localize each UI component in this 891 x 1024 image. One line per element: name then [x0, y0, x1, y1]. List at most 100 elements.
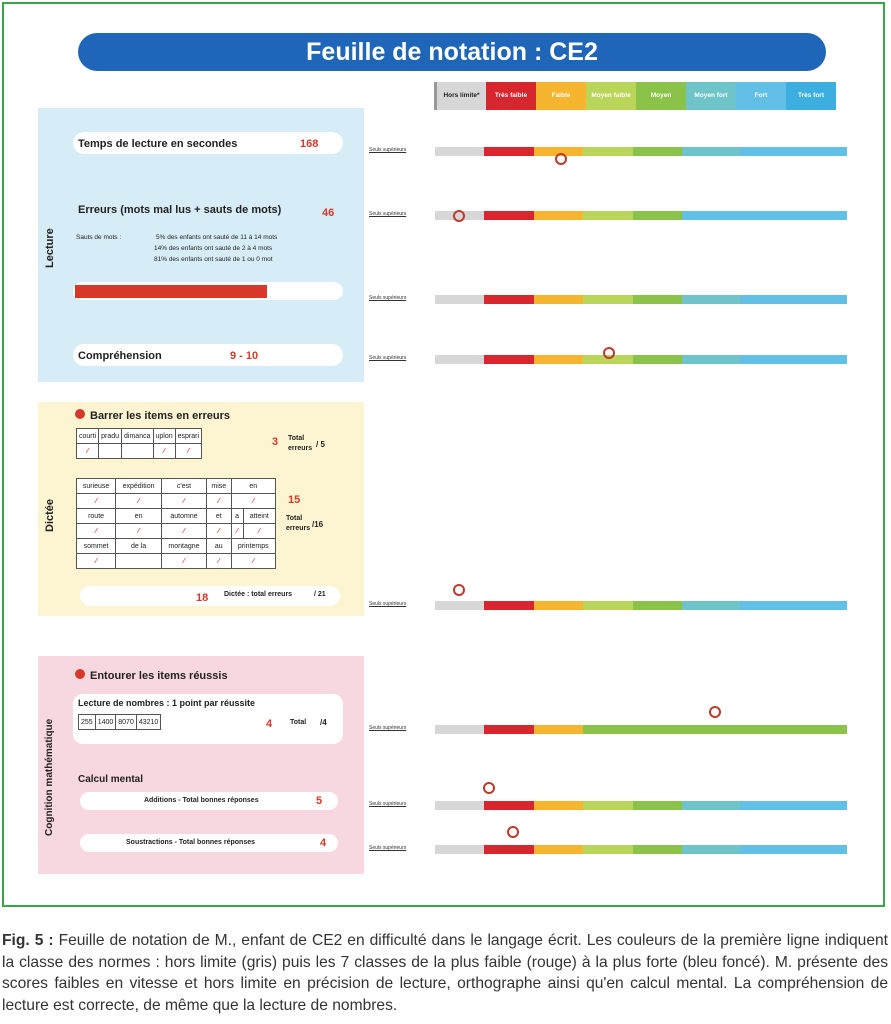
- page-title: Feuille de notation : CE2: [78, 33, 826, 71]
- strike-mark-icon: ⁄: [115, 493, 163, 509]
- empty-cell: [115, 553, 163, 569]
- nombres-total-label: Total: [290, 719, 307, 726]
- number-cell[interactable]: 8070: [115, 714, 137, 730]
- scale-label: Seuls supérieurs: [369, 211, 407, 217]
- word-cell[interactable]: c'est: [161, 478, 207, 494]
- word-cell[interactable]: surieuse: [75, 478, 117, 494]
- strike-mark-icon: ⁄: [115, 523, 163, 539]
- number-cell[interactable]: 255: [78, 714, 96, 730]
- dictee-total-value: 18: [196, 592, 209, 604]
- lecture-nombres-label: Lecture de nombres : 1 point par réussit…: [78, 698, 256, 708]
- word-cell[interactable]: atteint: [242, 508, 277, 524]
- dictee-panel: Dictée Barrer les items en erreurs court…: [38, 402, 364, 616]
- sauts-line-3: 81% des enfants ont sauté de 1 ou 0 mot: [154, 256, 273, 263]
- entourer-label: Entourer les items réussis: [90, 670, 228, 682]
- legend-moyen-faible: Moyen faible: [586, 82, 636, 110]
- nombres-grid: 255 1400 8070 43210: [78, 714, 162, 730]
- word-cell[interactable]: a: [230, 508, 244, 524]
- scale-label: Seuls supérieurs: [369, 725, 407, 731]
- dictee-section-label: Dictée: [44, 498, 56, 532]
- word-cell[interactable]: en: [230, 478, 277, 494]
- scale-label: Seuls supérieurs: [369, 355, 407, 361]
- word-cell[interactable]: mise: [205, 478, 232, 494]
- legend-hors-limite: Hors limite*: [434, 82, 486, 110]
- word-cell[interactable]: printemps: [230, 538, 277, 554]
- sauts-title: Sauts de mots :: [76, 234, 122, 241]
- empty-cell: [121, 443, 154, 459]
- barrer-bullet-icon: [75, 409, 85, 419]
- scale-bar: [435, 211, 847, 220]
- scale-row-additions: Seuls supérieurs: [369, 782, 847, 818]
- word-cell[interactable]: pradu: [98, 428, 123, 444]
- scale-row-erreurs: Seuls supérieurs: [369, 198, 847, 228]
- strike-mark-icon: ⁄: [161, 493, 207, 509]
- comprehension-pill: [73, 344, 343, 366]
- strike-mark-icon: ⁄: [205, 493, 232, 509]
- additions-pill: [80, 792, 338, 810]
- entourer-bullet-icon: [75, 669, 85, 679]
- scale-label: Seuls supérieurs: [369, 295, 407, 301]
- scale-label: Seuls supérieurs: [369, 601, 407, 607]
- scale-bar: [435, 845, 847, 854]
- strike-mark-icon: ⁄: [75, 493, 117, 509]
- word-cell[interactable]: expédition: [115, 478, 163, 494]
- strike-mark-icon: ⁄: [75, 443, 100, 459]
- number-cell[interactable]: 1400: [94, 714, 117, 730]
- legend-moyen-fort: Moyen fort: [686, 82, 736, 110]
- comprehension-value: 9 - 10: [230, 350, 259, 362]
- word-cell[interactable]: automne: [161, 508, 207, 524]
- sauts-line-1: 5% des enfants ont sauté de 11 à 14 mots: [156, 234, 278, 241]
- strike-mark-icon: ⁄: [75, 523, 117, 539]
- dictee-row1-grid: courti pradu dimanca uplon esprari ⁄ ⁄ ⁄: [75, 428, 203, 459]
- score-marker-icon: [507, 826, 519, 838]
- scale-row-dictee: Seuls supérieurs: [369, 584, 847, 618]
- scale-row-nombres: Seuls supérieurs: [369, 706, 847, 742]
- row1-total-value: 3: [272, 436, 279, 448]
- strike-mark-icon: ⁄: [174, 443, 203, 459]
- score-marker-icon: [483, 782, 495, 794]
- word-cell[interactable]: montagne: [161, 538, 207, 554]
- nombres-total-max: /4: [320, 718, 327, 727]
- score-marker-icon: [453, 210, 465, 222]
- strike-mark-icon: ⁄: [242, 523, 277, 539]
- legend-tres-fort: Très fort: [786, 82, 836, 110]
- scale-label: Seuls supérieurs: [369, 147, 407, 153]
- word-cell[interactable]: en: [115, 508, 163, 524]
- word-cell[interactable]: courti: [75, 428, 100, 444]
- word-cell[interactable]: uplon: [152, 428, 176, 444]
- scale-bar: [435, 801, 847, 810]
- word-cell[interactable]: sommet: [75, 538, 117, 554]
- scale-row-temps: Seuls supérieurs: [369, 134, 847, 165]
- legend-moyen: Moyen: [636, 82, 686, 110]
- dictee-main-grid: surieuse expédition c'est mise en ⁄ ⁄ ⁄ …: [75, 478, 277, 569]
- scale-label: Seuls supérieurs: [369, 845, 407, 851]
- progress-fill: [75, 285, 267, 298]
- word-cell[interactable]: au: [205, 538, 232, 554]
- sauts-line-2: 14% des enfants ont sauté de 2 à 4 mots: [154, 245, 273, 252]
- word-cell[interactable]: route: [75, 508, 117, 524]
- scale-row-lecture-3: Seuls supérieurs: [369, 282, 847, 312]
- scale-bar: [435, 355, 847, 364]
- number-cell[interactable]: 43210: [135, 714, 162, 730]
- score-marker-icon: [555, 153, 567, 165]
- empty-cell: [98, 443, 123, 459]
- row1-total-label: Total erreurs: [288, 435, 313, 452]
- soustractions-value: 4: [320, 837, 327, 849]
- word-cell[interactable]: de la: [115, 538, 163, 554]
- temps-value: 168: [300, 138, 319, 150]
- strike-mark-icon: ⁄: [152, 443, 176, 459]
- word-cell[interactable]: et: [205, 508, 232, 524]
- word-cell[interactable]: esprari: [174, 428, 203, 444]
- row1-total-max: / 5: [316, 440, 325, 449]
- cognition-section-label: Cognition mathématique: [44, 718, 55, 836]
- word-cell[interactable]: dimanca: [121, 428, 154, 444]
- temps-label: Temps de lecture en secondes: [78, 138, 238, 150]
- scale-bar: [435, 601, 847, 610]
- strike-mark-icon: ⁄: [205, 553, 232, 569]
- comprehension-label: Compréhension: [78, 350, 162, 362]
- strike-mark-icon: ⁄: [205, 523, 232, 539]
- cognition-panel: Cognition mathématique Entourer les item…: [38, 656, 364, 874]
- dictee-total-max: / 21: [314, 591, 326, 598]
- legend-faible: Faible: [536, 82, 586, 110]
- scale-row-soustractions: Seuls supérieurs: [369, 826, 847, 862]
